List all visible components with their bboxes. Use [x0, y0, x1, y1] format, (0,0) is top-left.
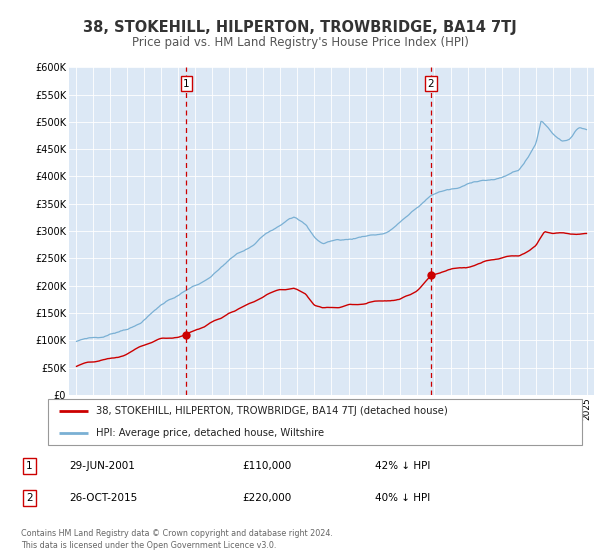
Text: 1: 1 [183, 78, 190, 88]
FancyBboxPatch shape [48, 399, 582, 445]
Text: £110,000: £110,000 [242, 461, 292, 471]
Text: 42% ↓ HPI: 42% ↓ HPI [375, 461, 430, 471]
Text: 1: 1 [26, 461, 32, 471]
Text: 40% ↓ HPI: 40% ↓ HPI [375, 493, 430, 503]
Text: 26-OCT-2015: 26-OCT-2015 [70, 493, 138, 503]
Text: HPI: Average price, detached house, Wiltshire: HPI: Average price, detached house, Wilt… [96, 428, 324, 438]
Text: £220,000: £220,000 [242, 493, 292, 503]
Text: 29-JUN-2001: 29-JUN-2001 [70, 461, 136, 471]
Text: 2: 2 [26, 493, 32, 503]
Text: 38, STOKEHILL, HILPERTON, TROWBRIDGE, BA14 7TJ: 38, STOKEHILL, HILPERTON, TROWBRIDGE, BA… [83, 20, 517, 35]
Text: 38, STOKEHILL, HILPERTON, TROWBRIDGE, BA14 7TJ (detached house): 38, STOKEHILL, HILPERTON, TROWBRIDGE, BA… [96, 406, 448, 416]
Text: 2: 2 [427, 78, 434, 88]
Text: Price paid vs. HM Land Registry's House Price Index (HPI): Price paid vs. HM Land Registry's House … [131, 36, 469, 49]
Text: Contains HM Land Registry data © Crown copyright and database right 2024.
This d: Contains HM Land Registry data © Crown c… [21, 529, 333, 550]
